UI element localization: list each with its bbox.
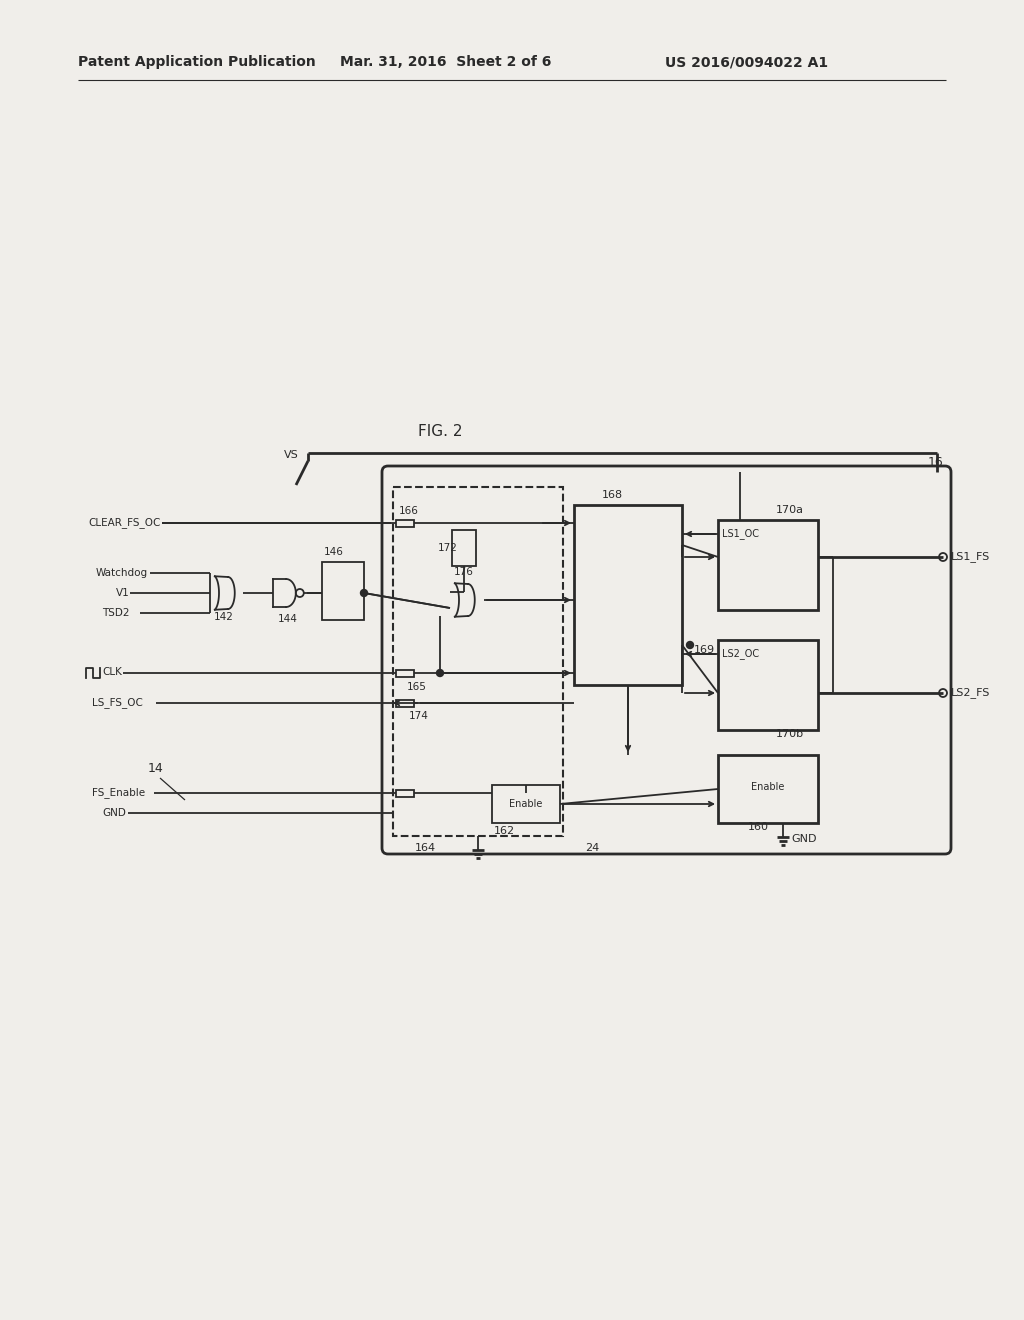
Text: 170b: 170b [776,729,804,739]
Bar [396,520,414,527]
Text: 14: 14 [148,762,164,775]
Bar [574,506,682,685]
Text: 162: 162 [494,826,515,836]
Text: CLK: CLK [102,667,122,677]
Text: LS_FS_OC: LS_FS_OC [92,697,143,709]
Circle shape [686,642,693,648]
Text: 170a: 170a [776,506,804,515]
Text: 142: 142 [214,612,233,622]
Text: 168: 168 [602,490,624,500]
FancyBboxPatch shape [382,466,951,854]
Text: 146: 146 [324,546,344,557]
Bar [396,671,414,677]
Text: Mar. 31, 2016  Sheet 2 of 6: Mar. 31, 2016 Sheet 2 of 6 [340,55,551,69]
Text: 165: 165 [407,682,427,692]
Bar [322,562,364,620]
Text: 160: 160 [748,822,769,832]
Text: LS2_OC: LS2_OC [722,648,759,660]
Text: LS1_FS: LS1_FS [951,552,990,562]
Text: 176: 176 [454,568,474,577]
Text: 16: 16 [928,455,943,469]
Text: GND: GND [791,834,816,843]
Text: GND: GND [102,808,126,818]
Bar [492,785,560,822]
Text: Enable: Enable [509,799,543,809]
Text: Patent Application Publication: Patent Application Publication [78,55,315,69]
Text: 174: 174 [409,711,429,721]
Text: 144: 144 [278,614,298,624]
Bar [718,640,818,730]
Text: 164: 164 [415,843,436,853]
Text: US 2016/0094022 A1: US 2016/0094022 A1 [665,55,828,69]
Text: VS: VS [284,450,299,459]
Text: 24: 24 [585,843,599,853]
Text: Enable: Enable [752,781,784,792]
Text: TSD2: TSD2 [102,609,129,618]
Bar [718,520,818,610]
Text: LS2_FS: LS2_FS [951,688,990,698]
Text: CLEAR_FS_OC: CLEAR_FS_OC [88,517,161,528]
Text: FIG. 2: FIG. 2 [418,425,462,440]
Text: LS1_OC: LS1_OC [722,528,759,540]
Bar [452,531,476,566]
Bar [393,487,563,836]
Circle shape [360,590,368,597]
Circle shape [436,669,443,676]
Text: 169: 169 [694,645,715,655]
Bar [718,755,818,822]
Text: FS_Enable: FS_Enable [92,788,145,799]
Text: 172: 172 [438,543,458,553]
Bar [396,700,414,708]
Text: 166: 166 [399,506,419,516]
Text: Watchdog: Watchdog [96,568,148,578]
Bar [396,789,414,797]
Text: V1: V1 [116,587,130,598]
